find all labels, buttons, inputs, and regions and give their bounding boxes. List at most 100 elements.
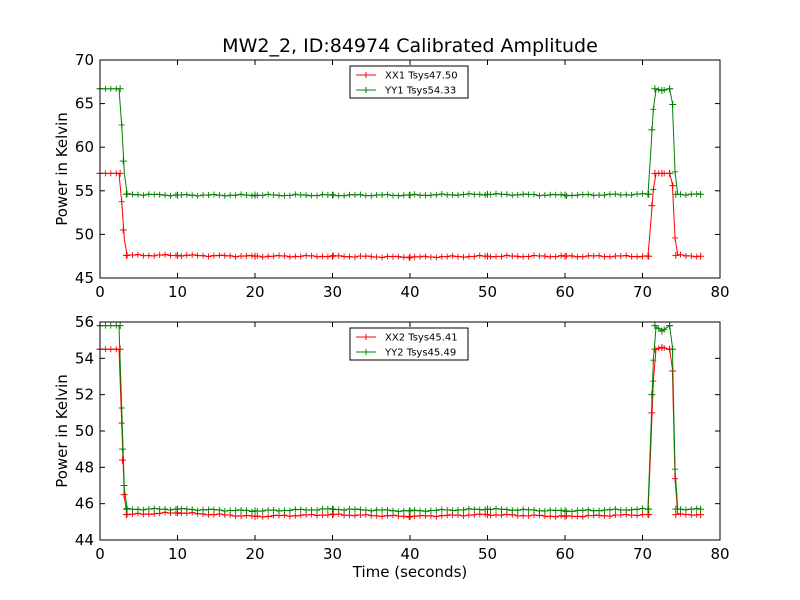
marker-plus — [286, 192, 293, 199]
marker-plus — [379, 192, 386, 199]
marker-plus — [493, 505, 500, 512]
marker-plus — [368, 192, 375, 199]
marker-plus — [210, 506, 217, 513]
marker-plus — [688, 253, 695, 260]
marker-plus — [162, 506, 169, 513]
marker-plus — [238, 507, 245, 514]
marker-plus — [525, 512, 532, 519]
marker-plus — [422, 192, 429, 199]
data-point — [669, 182, 677, 190]
marker-plus — [357, 506, 364, 513]
marker-plus — [536, 507, 543, 514]
marker-plus — [552, 513, 559, 520]
marker-plus — [395, 192, 402, 199]
marker-plus — [509, 507, 516, 514]
marker-plus — [259, 507, 266, 514]
marker-plus — [558, 512, 565, 519]
x-tick-label: 30 — [323, 283, 342, 301]
marker-plus — [639, 190, 646, 197]
marker-plus — [270, 512, 277, 519]
marker-plus — [162, 251, 169, 258]
marker-plus — [297, 512, 304, 519]
marker-plus — [210, 191, 217, 198]
marker-plus — [107, 346, 114, 353]
marker-plus — [444, 507, 451, 514]
marker-plus — [672, 234, 679, 241]
marker-plus — [650, 357, 657, 364]
marker-plus — [688, 512, 695, 519]
legend-marker — [363, 334, 369, 340]
marker-plus — [438, 512, 445, 519]
marker-plus — [531, 512, 537, 519]
marker-plus — [547, 253, 554, 260]
marker-plus — [460, 506, 467, 513]
marker-plus — [574, 507, 581, 514]
data-point — [669, 345, 677, 353]
marker-plus — [178, 505, 185, 512]
marker-plus — [113, 85, 120, 92]
marker-plus — [422, 253, 429, 260]
marker-plus — [200, 252, 207, 259]
marker-plus — [493, 190, 500, 197]
marker-plus — [124, 190, 131, 197]
marker-plus — [596, 507, 603, 514]
marker-plus — [574, 192, 581, 199]
marker-plus — [341, 512, 348, 519]
marker-plus — [178, 191, 185, 198]
marker-plus — [525, 506, 532, 513]
marker-plus — [373, 512, 380, 519]
marker-plus — [612, 506, 619, 513]
marker-plus — [487, 506, 494, 513]
marker-plus — [254, 252, 261, 259]
marker-plus — [563, 253, 570, 260]
x-tick-label: 20 — [245, 545, 264, 563]
data-point — [120, 482, 128, 489]
marker-plus — [617, 253, 624, 260]
marker-plus — [574, 253, 581, 260]
marker-plus — [579, 507, 586, 514]
marker-plus — [487, 191, 494, 198]
y-tick-label: 70 — [75, 51, 94, 69]
marker-plus — [666, 85, 673, 92]
marker-plus — [460, 254, 467, 261]
marker-plus — [102, 346, 109, 353]
marker-plus — [672, 168, 679, 175]
marker-plus — [601, 253, 608, 260]
marker-plus — [324, 505, 331, 512]
marker-plus — [655, 325, 662, 332]
marker-plus — [102, 322, 109, 329]
marker-plus — [520, 506, 527, 513]
data-point — [651, 322, 659, 330]
marker-plus — [124, 252, 131, 259]
marker-plus — [644, 191, 651, 198]
marker-plus — [292, 253, 299, 260]
marker-plus — [465, 512, 472, 519]
marker-plus — [644, 506, 651, 513]
marker-plus — [444, 253, 451, 260]
marker-plus — [531, 191, 537, 198]
marker-plus — [134, 191, 141, 198]
marker-plus — [189, 192, 196, 199]
marker-plus — [427, 253, 434, 260]
marker-plus — [541, 253, 548, 260]
marker-plus — [145, 511, 152, 518]
marker-plus — [655, 170, 662, 177]
marker-plus — [308, 192, 315, 199]
marker-plus — [682, 506, 689, 513]
y-tick-label: 60 — [75, 138, 94, 156]
marker-plus — [346, 191, 353, 198]
marker-plus — [362, 192, 369, 199]
marker-plus — [585, 512, 592, 519]
marker-plus — [265, 507, 272, 514]
marker-plus — [644, 253, 651, 260]
marker-plus — [265, 513, 272, 520]
marker-plus — [433, 254, 440, 261]
marker-plus — [292, 506, 299, 513]
marker-plus — [102, 170, 109, 177]
marker-plus — [623, 252, 630, 259]
marker-plus — [286, 253, 293, 260]
marker-plus — [107, 170, 114, 177]
marker-plus — [541, 513, 548, 520]
marker-plus — [362, 253, 369, 260]
marker-plus — [221, 508, 228, 515]
